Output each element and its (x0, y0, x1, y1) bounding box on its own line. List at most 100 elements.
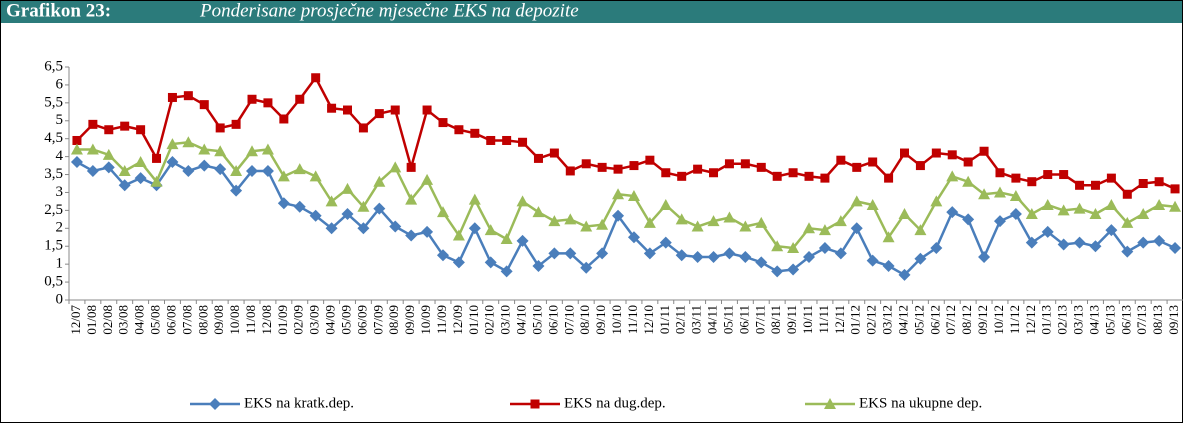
point (868, 157, 878, 167)
x-tick-label: 03/13 (1071, 305, 1086, 335)
point (452, 256, 465, 269)
x-tick-label: 12/09 (450, 305, 465, 335)
x-tick-label: 01/12 (848, 305, 863, 335)
point (150, 175, 163, 187)
point (136, 125, 146, 135)
x-tick-label: 11/10 (625, 305, 640, 334)
point (484, 256, 497, 269)
point (963, 157, 973, 167)
x-tick-label: 12/12 (1023, 305, 1038, 335)
point (1105, 224, 1118, 237)
point (852, 162, 862, 172)
point (580, 261, 593, 274)
x-tick-label: 03/09 (307, 305, 322, 335)
point (612, 188, 625, 200)
point (788, 168, 798, 178)
point (565, 166, 575, 176)
x-tick-label: 12/08 (259, 305, 274, 335)
x-tick-label: 01/08 (84, 305, 99, 335)
x-tick-label: 10/08 (227, 305, 242, 335)
x-tick-label: 07/09 (370, 305, 385, 335)
point (134, 172, 147, 185)
point (707, 215, 720, 227)
point (723, 211, 736, 223)
point (468, 193, 481, 205)
point (277, 170, 290, 182)
point (516, 195, 529, 207)
point (548, 247, 561, 260)
point (693, 164, 703, 174)
point (357, 222, 370, 235)
point (341, 182, 354, 194)
point (993, 215, 1006, 228)
point (231, 119, 241, 129)
point (755, 216, 768, 228)
legend-marker (209, 398, 221, 410)
x-tick-label: 10/09 (418, 305, 433, 335)
x-tick-label: 12/07 (68, 305, 83, 335)
y-tick-label: 1 (56, 256, 64, 272)
series-line (76, 75, 1176, 196)
point (834, 247, 847, 260)
x-tick-label: 06/08 (163, 305, 178, 335)
point (643, 247, 656, 260)
y-tick-label: 1,5 (44, 238, 63, 254)
point (1137, 207, 1150, 219)
point (707, 250, 720, 263)
x-tick-label: 04/13 (1086, 305, 1101, 335)
point (406, 162, 416, 172)
point (293, 163, 306, 175)
point (247, 94, 257, 104)
point (183, 91, 193, 101)
point (214, 145, 227, 157)
point (86, 164, 99, 177)
y-tick-label: 4,5 (44, 130, 63, 146)
point (739, 250, 752, 263)
legend-label: EKS na ukupne dep. (859, 395, 982, 411)
point (866, 199, 879, 211)
point (979, 146, 989, 156)
point (739, 220, 752, 232)
point (1121, 216, 1134, 228)
point (914, 224, 927, 236)
y-tick-label: 0,5 (44, 274, 63, 290)
x-tick-label: 07/13 (1134, 305, 1149, 335)
chart-title: Ponderisane prosječne mjesečne EKS na de… (199, 0, 579, 21)
x-tick-label: 09/12 (975, 305, 990, 335)
point (70, 155, 83, 168)
point (1009, 190, 1022, 202)
x-tick-label: 08/08 (195, 305, 210, 335)
point (438, 118, 448, 128)
x-tick-label: 05/08 (148, 305, 163, 335)
x-tick-label: 10/10 (609, 305, 624, 335)
point (627, 190, 640, 202)
x-tick-label: 01/13 (1039, 305, 1054, 335)
x-tick-label: 05/11 (720, 305, 735, 334)
point (803, 250, 816, 263)
point (643, 216, 656, 228)
point (709, 168, 719, 178)
point (1089, 240, 1102, 253)
point (405, 193, 418, 205)
point (166, 155, 179, 168)
point (1154, 177, 1164, 187)
point (612, 209, 625, 222)
header-bar (0, 0, 1183, 23)
point (947, 150, 957, 160)
point (804, 171, 814, 181)
point (436, 249, 449, 262)
point (946, 170, 959, 182)
x-tick-label: 04/08 (132, 305, 147, 335)
point (422, 105, 432, 115)
legend-label: EKS na dug.dep. (564, 395, 666, 411)
point (978, 250, 991, 263)
point (261, 143, 274, 155)
point (627, 231, 640, 244)
x-tick-label: 05/10 (529, 305, 544, 335)
x-tick-label: 10/11 (800, 305, 815, 334)
x-tick-label: 02/10 (482, 305, 497, 335)
point (198, 159, 211, 172)
point (452, 229, 465, 241)
point (373, 175, 386, 187)
point (118, 179, 131, 192)
